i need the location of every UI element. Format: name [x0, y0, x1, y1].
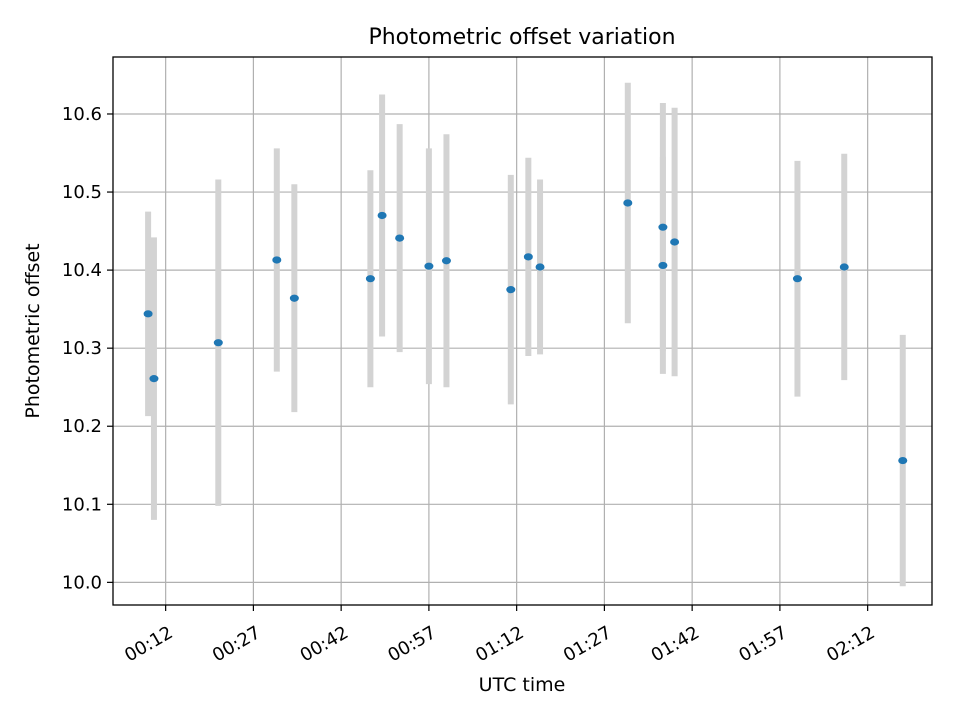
data-point — [395, 234, 405, 242]
data-point — [377, 211, 387, 220]
data-point — [149, 375, 159, 383]
data-point — [523, 253, 533, 261]
y-tick-label: 10.2 — [62, 416, 102, 437]
data-point — [623, 199, 633, 207]
data-point — [506, 286, 516, 294]
data-point — [670, 238, 680, 246]
data-point — [535, 263, 545, 271]
data-point — [792, 275, 802, 283]
y-tick-label: 10.4 — [62, 260, 102, 281]
markers — [143, 199, 908, 465]
y-tick-label: 10.5 — [62, 182, 102, 203]
data-point — [365, 275, 375, 283]
data-point — [143, 310, 153, 318]
y-tick-label: 10.1 — [62, 494, 102, 515]
data-point — [898, 456, 908, 465]
data-point — [424, 262, 434, 270]
data-point — [289, 294, 299, 302]
y-tick-label: 10.0 — [62, 572, 102, 593]
data-point — [658, 223, 668, 231]
y-tick-label: 10.3 — [62, 338, 102, 359]
data-point — [272, 256, 282, 264]
data-point — [213, 339, 223, 347]
data-point — [441, 257, 451, 265]
x-axis-label: UTC time — [479, 674, 566, 696]
y-axis-ticks: 10.0 10.1 10.2 10.3 10.4 10.5 10.6 — [62, 104, 113, 593]
data-point — [839, 263, 849, 271]
plot-frame — [112, 56, 933, 606]
y-tick-label: 10.6 — [62, 104, 102, 125]
chart-title: Photometric offset variation — [368, 25, 675, 50]
data-point — [658, 261, 668, 270]
y-axis-label: Photometric offset — [22, 243, 44, 418]
